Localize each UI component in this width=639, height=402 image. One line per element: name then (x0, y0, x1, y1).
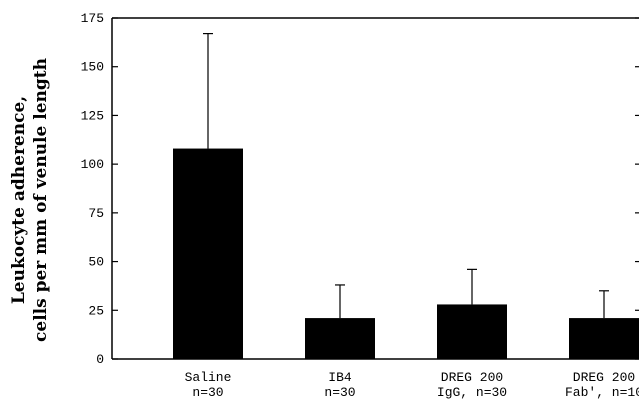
y-tick-label: 100 (81, 157, 104, 172)
x-tick-sublabel: IgG, n=30 (437, 385, 507, 400)
error-bars (203, 32, 609, 319)
y-tick-label: 175 (81, 11, 104, 26)
y-tick-label: 125 (81, 108, 104, 123)
x-tick-label: Saline (185, 370, 232, 385)
x-tick-sublabel: n=30 (324, 385, 355, 400)
x-tick-label: DREG 200 (441, 370, 503, 385)
y-axis-label-line-1: Leukocyte adherence, (9, 96, 29, 304)
y-ticks: 0 25 50 75 100 125 150 175 (81, 11, 639, 367)
bars (173, 148, 639, 359)
y-tick-label: 25 (88, 303, 104, 318)
bar (305, 318, 375, 359)
y-tick-label: 150 (81, 60, 104, 75)
y-tick-label: 0 (96, 352, 104, 367)
x-tick-sublabel: Fab', n=10 (565, 385, 639, 400)
x-tick-label: DREG 200 (573, 370, 635, 385)
bar (569, 318, 639, 359)
y-axis-label-line-2: cells per mm of venule length (31, 58, 51, 342)
x-tick-label: IB4 (328, 370, 352, 385)
y-tick-label: 50 (88, 255, 104, 270)
bar (437, 304, 507, 359)
x-tick-sublabel: n=30 (192, 385, 223, 400)
y-axis-label: Leukocyte adherence, cells per mm of ven… (9, 58, 51, 342)
y-tick-label: 75 (88, 206, 104, 221)
bar (173, 148, 243, 359)
